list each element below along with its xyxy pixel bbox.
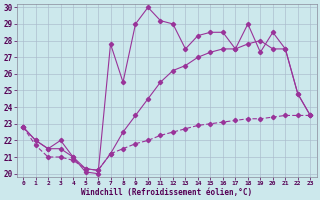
X-axis label: Windchill (Refroidissement éolien,°C): Windchill (Refroidissement éolien,°C)	[81, 188, 252, 197]
